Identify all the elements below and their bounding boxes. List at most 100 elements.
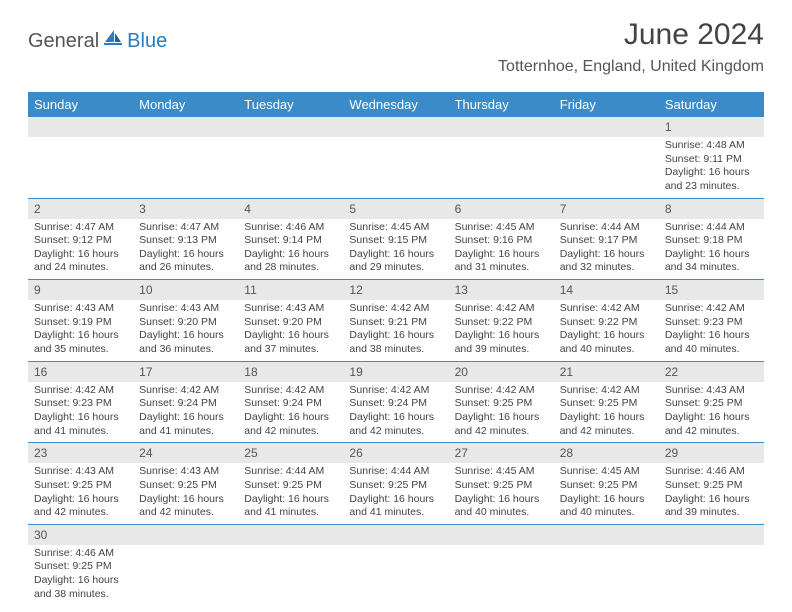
sunset-line: Sunset: 9:15 PM xyxy=(349,234,442,248)
daylight-line: Daylight: 16 hours and 23 minutes. xyxy=(665,166,758,193)
daynum-row: 2345678 xyxy=(28,199,764,219)
sunrise-line: Sunrise: 4:42 AM xyxy=(349,302,442,316)
day-cell: Sunrise: 4:43 AMSunset: 9:25 PMDaylight:… xyxy=(133,463,238,524)
daylight-line: Daylight: 16 hours and 24 minutes. xyxy=(34,248,127,275)
daylight-line: Daylight: 16 hours and 39 minutes. xyxy=(665,493,758,520)
daylight-line: Daylight: 16 hours and 42 minutes. xyxy=(139,493,232,520)
day-cell: Sunrise: 4:42 AMSunset: 9:22 PMDaylight:… xyxy=(449,300,554,361)
month-title: June 2024 xyxy=(498,18,764,52)
day-cell xyxy=(449,545,554,606)
daylight-line: Daylight: 16 hours and 37 minutes. xyxy=(244,329,337,356)
day-number: 4 xyxy=(238,199,343,219)
day-header: Saturday xyxy=(659,92,764,117)
sunset-line: Sunset: 9:24 PM xyxy=(349,397,442,411)
day-cell: Sunrise: 4:45 AMSunset: 9:25 PMDaylight:… xyxy=(449,463,554,524)
sailboat-icon xyxy=(103,30,125,53)
day-cell: Sunrise: 4:42 AMSunset: 9:25 PMDaylight:… xyxy=(554,382,659,443)
daylight-line: Daylight: 16 hours and 38 minutes. xyxy=(34,574,127,601)
day-number xyxy=(449,525,554,545)
day-number: 14 xyxy=(554,280,659,300)
day-number: 11 xyxy=(238,280,343,300)
day-cell xyxy=(659,545,764,606)
daylight-line: Daylight: 16 hours and 40 minutes. xyxy=(560,329,653,356)
sunrise-line: Sunrise: 4:43 AM xyxy=(34,465,127,479)
sunrise-line: Sunrise: 4:42 AM xyxy=(34,384,127,398)
day-number: 17 xyxy=(133,362,238,382)
day-number xyxy=(133,117,238,137)
header: General Blue June 2024 Totternhoe, Engla… xyxy=(0,0,792,84)
sunrise-line: Sunrise: 4:43 AM xyxy=(139,302,232,316)
sunset-line: Sunset: 9:25 PM xyxy=(34,560,127,574)
logo-text-blue: Blue xyxy=(127,30,167,53)
sunset-line: Sunset: 9:22 PM xyxy=(560,316,653,330)
sunset-line: Sunset: 9:23 PM xyxy=(34,397,127,411)
daylight-line: Daylight: 16 hours and 40 minutes. xyxy=(560,493,653,520)
day-number: 7 xyxy=(554,199,659,219)
day-cell: Sunrise: 4:47 AMSunset: 9:12 PMDaylight:… xyxy=(28,219,133,280)
sunset-line: Sunset: 9:25 PM xyxy=(244,479,337,493)
day-cell: Sunrise: 4:44 AMSunset: 9:25 PMDaylight:… xyxy=(238,463,343,524)
daylight-line: Daylight: 16 hours and 31 minutes. xyxy=(455,248,548,275)
day-number: 16 xyxy=(28,362,133,382)
sunset-line: Sunset: 9:25 PM xyxy=(349,479,442,493)
day-cell xyxy=(554,545,659,606)
daylight-line: Daylight: 16 hours and 32 minutes. xyxy=(560,248,653,275)
sunset-line: Sunset: 9:17 PM xyxy=(560,234,653,248)
day-cell xyxy=(238,137,343,198)
day-number: 6 xyxy=(449,199,554,219)
day-cell xyxy=(28,137,133,198)
sunset-line: Sunset: 9:11 PM xyxy=(665,153,758,167)
day-number: 21 xyxy=(554,362,659,382)
day-number: 27 xyxy=(449,443,554,463)
daylight-line: Daylight: 16 hours and 28 minutes. xyxy=(244,248,337,275)
daylight-line: Daylight: 16 hours and 41 minutes. xyxy=(349,493,442,520)
sunset-line: Sunset: 9:25 PM xyxy=(665,397,758,411)
day-number: 5 xyxy=(343,199,448,219)
sunrise-line: Sunrise: 4:44 AM xyxy=(244,465,337,479)
day-number xyxy=(449,117,554,137)
daylight-line: Daylight: 16 hours and 42 minutes. xyxy=(665,411,758,438)
sunset-line: Sunset: 9:19 PM xyxy=(34,316,127,330)
daylight-line: Daylight: 16 hours and 41 minutes. xyxy=(244,493,337,520)
day-cell: Sunrise: 4:42 AMSunset: 9:22 PMDaylight:… xyxy=(554,300,659,361)
day-number: 22 xyxy=(659,362,764,382)
day-number xyxy=(238,117,343,137)
data-row: Sunrise: 4:48 AMSunset: 9:11 PMDaylight:… xyxy=(28,137,764,199)
sunrise-line: Sunrise: 4:43 AM xyxy=(139,465,232,479)
sunrise-line: Sunrise: 4:46 AM xyxy=(34,547,127,561)
day-number xyxy=(554,117,659,137)
daylight-line: Daylight: 16 hours and 29 minutes. xyxy=(349,248,442,275)
day-number: 15 xyxy=(659,280,764,300)
day-number: 30 xyxy=(28,525,133,545)
sunset-line: Sunset: 9:16 PM xyxy=(455,234,548,248)
title-block: June 2024 Totternhoe, England, United Ki… xyxy=(498,18,764,76)
day-cell xyxy=(133,545,238,606)
day-number: 25 xyxy=(238,443,343,463)
day-header: Sunday xyxy=(28,92,133,117)
daylight-line: Daylight: 16 hours and 41 minutes. xyxy=(139,411,232,438)
day-number: 18 xyxy=(238,362,343,382)
day-number xyxy=(343,117,448,137)
day-cell xyxy=(133,137,238,198)
sunrise-line: Sunrise: 4:42 AM xyxy=(665,302,758,316)
day-cell: Sunrise: 4:42 AMSunset: 9:25 PMDaylight:… xyxy=(449,382,554,443)
day-cell: Sunrise: 4:46 AMSunset: 9:14 PMDaylight:… xyxy=(238,219,343,280)
day-cell: Sunrise: 4:42 AMSunset: 9:24 PMDaylight:… xyxy=(343,382,448,443)
sunset-line: Sunset: 9:21 PM xyxy=(349,316,442,330)
daynum-row: 23242526272829 xyxy=(28,443,764,463)
day-number: 8 xyxy=(659,199,764,219)
day-number: 23 xyxy=(28,443,133,463)
daynum-row: 9101112131415 xyxy=(28,280,764,300)
day-cell: Sunrise: 4:43 AMSunset: 9:20 PMDaylight:… xyxy=(238,300,343,361)
day-number: 24 xyxy=(133,443,238,463)
sunrise-line: Sunrise: 4:43 AM xyxy=(665,384,758,398)
daylight-line: Daylight: 16 hours and 35 minutes. xyxy=(34,329,127,356)
sunrise-line: Sunrise: 4:47 AM xyxy=(34,221,127,235)
sunrise-line: Sunrise: 4:42 AM xyxy=(560,384,653,398)
day-number xyxy=(659,525,764,545)
day-number: 3 xyxy=(133,199,238,219)
day-cell: Sunrise: 4:45 AMSunset: 9:16 PMDaylight:… xyxy=(449,219,554,280)
daynum-row: 16171819202122 xyxy=(28,362,764,382)
sunset-line: Sunset: 9:25 PM xyxy=(139,479,232,493)
day-cell: Sunrise: 4:45 AMSunset: 9:15 PMDaylight:… xyxy=(343,219,448,280)
